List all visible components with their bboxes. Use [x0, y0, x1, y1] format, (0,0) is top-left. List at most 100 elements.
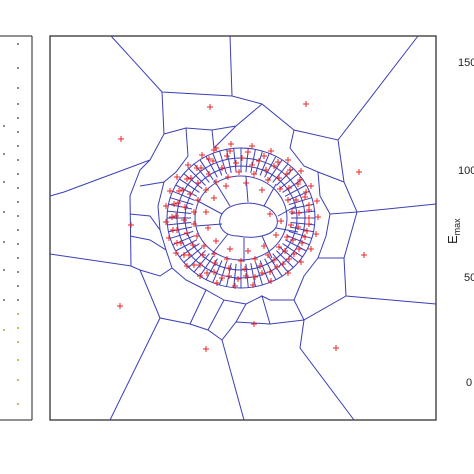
voronoi-edge — [288, 197, 312, 206]
data-point — [274, 264, 280, 270]
data-point — [298, 168, 304, 174]
data-point — [243, 273, 249, 279]
voronoi-edge — [212, 153, 223, 176]
voronoi-edge — [284, 239, 307, 252]
data-point — [128, 222, 134, 228]
data-point — [303, 101, 309, 107]
data-point — [211, 195, 217, 201]
voronoi-edge — [221, 319, 305, 421]
left-panel-dot — [3, 181, 5, 183]
voronoi-edge — [219, 261, 227, 286]
left-panel-dot — [17, 327, 19, 329]
left-panel-dot — [17, 313, 19, 315]
voronoi-edge — [175, 239, 198, 252]
data-point — [313, 231, 319, 237]
data-point — [211, 269, 217, 275]
data-point — [245, 149, 251, 155]
voronoi-edge — [250, 263, 256, 287]
left-panel-dot — [17, 243, 19, 245]
data-point — [219, 275, 225, 281]
voronoi-edge — [168, 203, 193, 210]
left-panel-dots — [3, 43, 19, 405]
data-point — [173, 213, 179, 219]
data-point — [263, 167, 269, 173]
data-point — [356, 169, 362, 175]
plot-area — [49, 35, 437, 421]
left-panel-dot — [17, 403, 19, 405]
left-panel-dot — [3, 299, 5, 301]
voronoi-edge — [139, 267, 207, 291]
data-point — [167, 188, 173, 194]
left-panel-dot — [17, 257, 19, 259]
left-panel-dot — [3, 329, 5, 331]
voronoi-edge — [184, 165, 298, 271]
data-point — [314, 198, 320, 204]
left-panel-dot — [3, 153, 5, 155]
voronoi-edge — [172, 190, 195, 201]
voronoi-edge — [179, 178, 200, 193]
data-point — [276, 244, 282, 250]
voronoi-edge — [276, 250, 294, 268]
data-point — [302, 234, 308, 240]
voronoi-edge — [272, 163, 289, 183]
data-point — [249, 143, 255, 149]
data-point — [361, 252, 367, 258]
data-point — [227, 148, 233, 154]
data-point — [251, 171, 257, 177]
voronoi-edge — [290, 210, 315, 214]
data-point — [333, 345, 339, 351]
voronoi-edge — [259, 260, 270, 283]
voronoi-edge — [233, 148, 237, 173]
voronoi-edge — [129, 213, 167, 251]
data-point — [290, 237, 296, 243]
left-panel-dot — [3, 241, 5, 243]
left-panel-dot — [17, 201, 19, 203]
data-point — [214, 280, 220, 286]
left-panel-dot — [17, 379, 19, 381]
voronoi-edge — [235, 295, 263, 323]
data-point — [233, 160, 239, 166]
data-point — [203, 346, 209, 352]
data-point — [190, 242, 196, 248]
data-point — [166, 235, 172, 241]
voronoi-edge — [212, 260, 223, 283]
data-point — [175, 200, 181, 206]
left-panel-dot — [17, 131, 19, 133]
data-point — [257, 263, 263, 269]
voronoi-edge — [272, 253, 289, 273]
data-point — [213, 238, 219, 244]
data-point — [291, 251, 297, 257]
voronoi-edge — [199, 255, 214, 277]
left-panel-dot — [17, 67, 19, 69]
data-point — [243, 180, 249, 186]
data-point — [207, 104, 213, 110]
voronoi-edge — [293, 257, 319, 321]
data-point — [276, 175, 282, 181]
data-point — [261, 153, 267, 159]
data-point — [171, 201, 177, 207]
data-point — [191, 209, 197, 215]
y-axis-title: Emax — [445, 218, 462, 244]
data-point — [206, 156, 212, 162]
voronoi-edge — [205, 156, 218, 178]
data-point — [197, 273, 203, 279]
voronoi-edge — [337, 139, 437, 213]
voronoi-edge — [129, 235, 173, 269]
data-point — [285, 270, 291, 276]
left-panel-dot — [3, 125, 5, 127]
data-point — [275, 159, 281, 165]
data-point — [185, 162, 191, 168]
left-panel-dot — [17, 43, 19, 45]
data-point — [303, 189, 309, 195]
data-point — [271, 163, 277, 169]
voronoi-edge — [167, 222, 192, 226]
data-point — [201, 243, 207, 249]
data-point — [203, 187, 209, 193]
data-point — [205, 225, 211, 231]
left-panel-dot — [17, 341, 19, 343]
left-panel-dot — [17, 215, 19, 217]
y-tick-label: 50 — [464, 272, 474, 284]
voronoi-edge — [110, 35, 233, 97]
data-point — [225, 174, 231, 180]
voronoi-edge — [205, 258, 218, 280]
